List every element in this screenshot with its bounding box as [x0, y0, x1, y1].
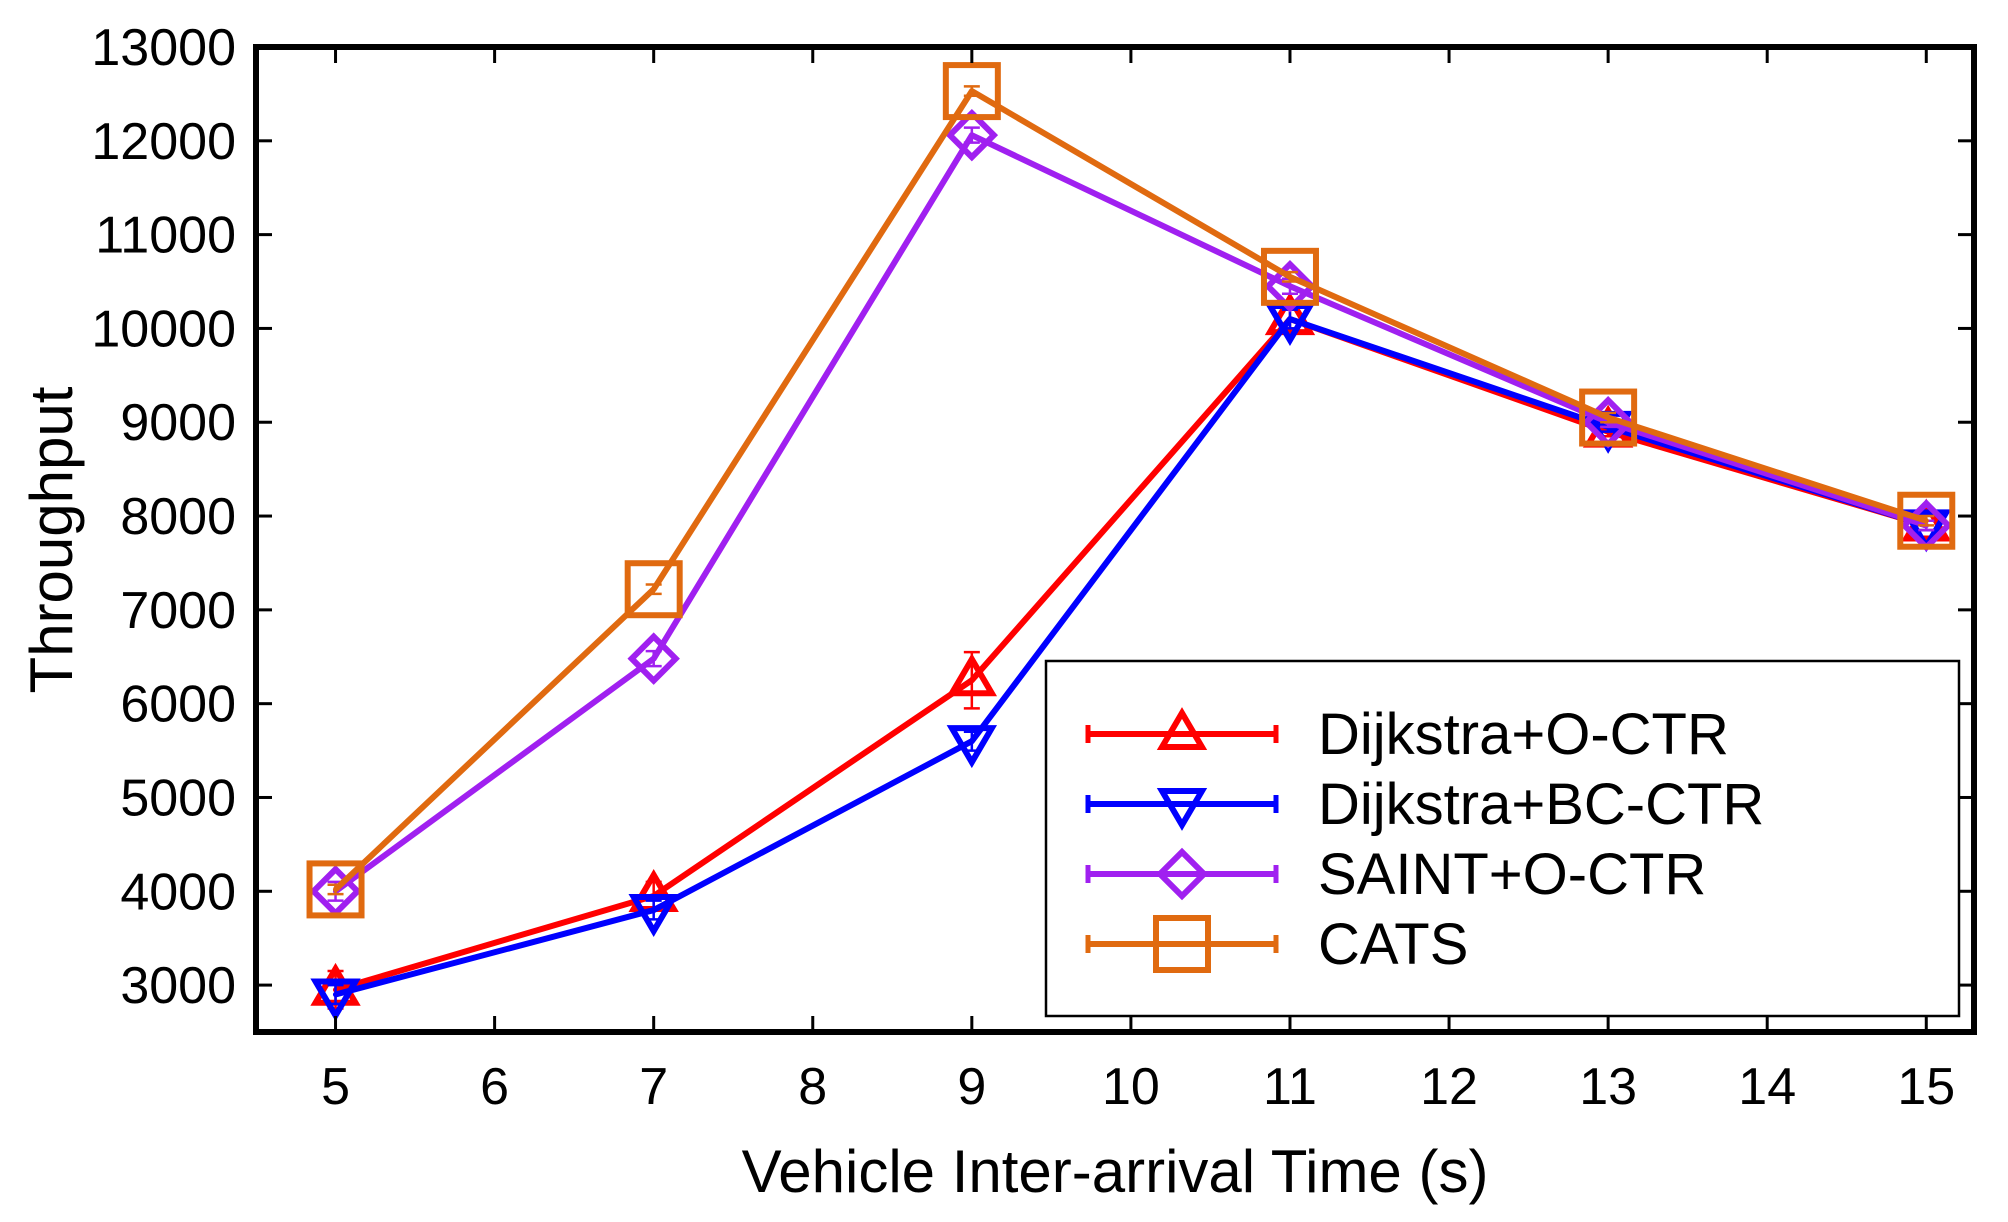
legend-diamond-icon	[1155, 847, 1209, 901]
legend-triangle-up-center-dot	[1179, 731, 1185, 737]
legend-label: Dijkstra+BC-CTR	[1318, 772, 1764, 837]
data-point-triangle-up-icon	[946, 653, 998, 697]
legend-label: Dijkstra+O-CTR	[1318, 702, 1729, 767]
data-point-diamond-center-dot	[651, 656, 657, 662]
legend-label: SAINT+O-CTR	[1318, 842, 1706, 907]
legend-triangle-down-center-dot	[1179, 801, 1185, 807]
legend-item: Dijkstra+O-CTR	[1085, 702, 1729, 767]
data-point-triangle-up-center-dot	[969, 677, 975, 683]
legend-triangle-down-icon	[1156, 787, 1208, 831]
legend-square-icon	[1153, 915, 1211, 973]
legend-triangle-up-icon	[1156, 707, 1208, 751]
legend-item: SAINT+O-CTR	[1085, 842, 1706, 907]
data-point-triangle-down-center-dot	[332, 991, 339, 998]
data-point-triangle-down-icon	[628, 894, 679, 937]
y-axis-title: Throughput	[18, 386, 85, 693]
data-point-diamond-center-dot	[1287, 283, 1293, 289]
x-tick-label: 9	[957, 1058, 986, 1116]
data-point-triangle-up-icon	[1264, 292, 1316, 336]
x-tick-label: 15	[1897, 1058, 1955, 1116]
x-tick-label: 14	[1738, 1058, 1796, 1116]
y-tick-label: 9000	[120, 394, 236, 452]
legend-items: Dijkstra+O-CTRDijkstra+BC-CTRSAINT+O-CTR…	[1085, 702, 1764, 977]
y-tick-label: 8000	[120, 488, 236, 546]
plot-frame	[253, 44, 1977, 1035]
data-point-square-icon	[1897, 491, 1956, 550]
x-tick-label: 12	[1420, 1058, 1478, 1116]
data-point-square-center-dot	[651, 586, 657, 592]
series-line	[334, 316, 1928, 998]
series-cats	[306, 62, 1956, 919]
data-point-square-icon	[942, 62, 1001, 121]
x-tick-label: 8	[798, 1058, 827, 1116]
series-line	[334, 316, 1928, 993]
y-tick-label: 12000	[91, 113, 236, 171]
data-point-diamond-icon	[1263, 259, 1317, 313]
y-tick-label: 13000	[91, 19, 236, 77]
data-point-square-icon	[624, 560, 683, 619]
data-point-square-center-dot	[332, 886, 339, 893]
legend-box	[1044, 659, 1961, 1018]
data-point-triangle-down-icon	[310, 978, 361, 1022]
data-point-square-center-dot	[1605, 414, 1611, 421]
data-point-square-center-dot	[1287, 274, 1293, 280]
legend-diamond-center-dot	[1179, 871, 1185, 877]
data-point-square-center-dot	[969, 88, 975, 94]
legend-item: CATS	[1085, 912, 1468, 977]
data-point-square-icon	[1260, 247, 1319, 306]
x-tick-label: 11	[1263, 1058, 1317, 1116]
data-point-triangle-down-center-dot	[651, 907, 657, 913]
legend-square-center-dot	[1179, 941, 1185, 947]
legend-label: CATS	[1318, 912, 1468, 977]
series-line	[333, 88, 1928, 892]
series-line	[333, 132, 1928, 894]
data-point-triangle-down-center-dot	[1287, 316, 1293, 322]
y-axis: 3000 4000 5000 6000 7000 8000 9000 10000 11000 12…	[91, 19, 1974, 1015]
data-point-square-icon	[306, 860, 365, 919]
data-point-square-icon	[1579, 388, 1638, 447]
x-tick-label: 7	[639, 1058, 668, 1116]
x-tick-label: 5	[321, 1058, 350, 1116]
x-tick-label: 10	[1102, 1058, 1160, 1116]
y-tick-label: 4000	[120, 863, 236, 921]
y-tick-label: 10000	[91, 300, 236, 358]
x-tick-label: 6	[480, 1058, 509, 1116]
data-point-triangle-down-icon	[1901, 509, 1952, 553]
data-point-diamond-icon	[945, 108, 999, 162]
data-point-diamond-icon	[627, 632, 680, 685]
data-point-triangle-down-center-dot	[969, 738, 975, 744]
y-tick-label: 5000	[120, 769, 236, 827]
y-tick-label: 6000	[120, 676, 236, 734]
data-point-diamond-center-dot	[969, 132, 975, 138]
y-tick-label: 3000	[120, 957, 236, 1015]
x-axis-title: Vehicle Inter-arrival Time (s)	[742, 1138, 1489, 1205]
y-tick-label: 7000	[120, 582, 236, 640]
data-point-square-center-dot	[1923, 518, 1929, 524]
data-point-triangle-down-icon	[946, 725, 998, 769]
legend-item: Dijkstra+BC-CTR	[1085, 772, 1764, 837]
y-tick-label: 11000	[95, 207, 236, 265]
x-tick-label: 13	[1579, 1058, 1637, 1116]
plot-content	[306, 62, 1956, 1022]
legend: Dijkstra+O-CTRDijkstra+BC-CTRSAINT+O-CTR…	[1044, 659, 1961, 1018]
x-axis: 5 6 7 8 9 10 11 12 13 14 15	[321, 47, 1955, 1116]
